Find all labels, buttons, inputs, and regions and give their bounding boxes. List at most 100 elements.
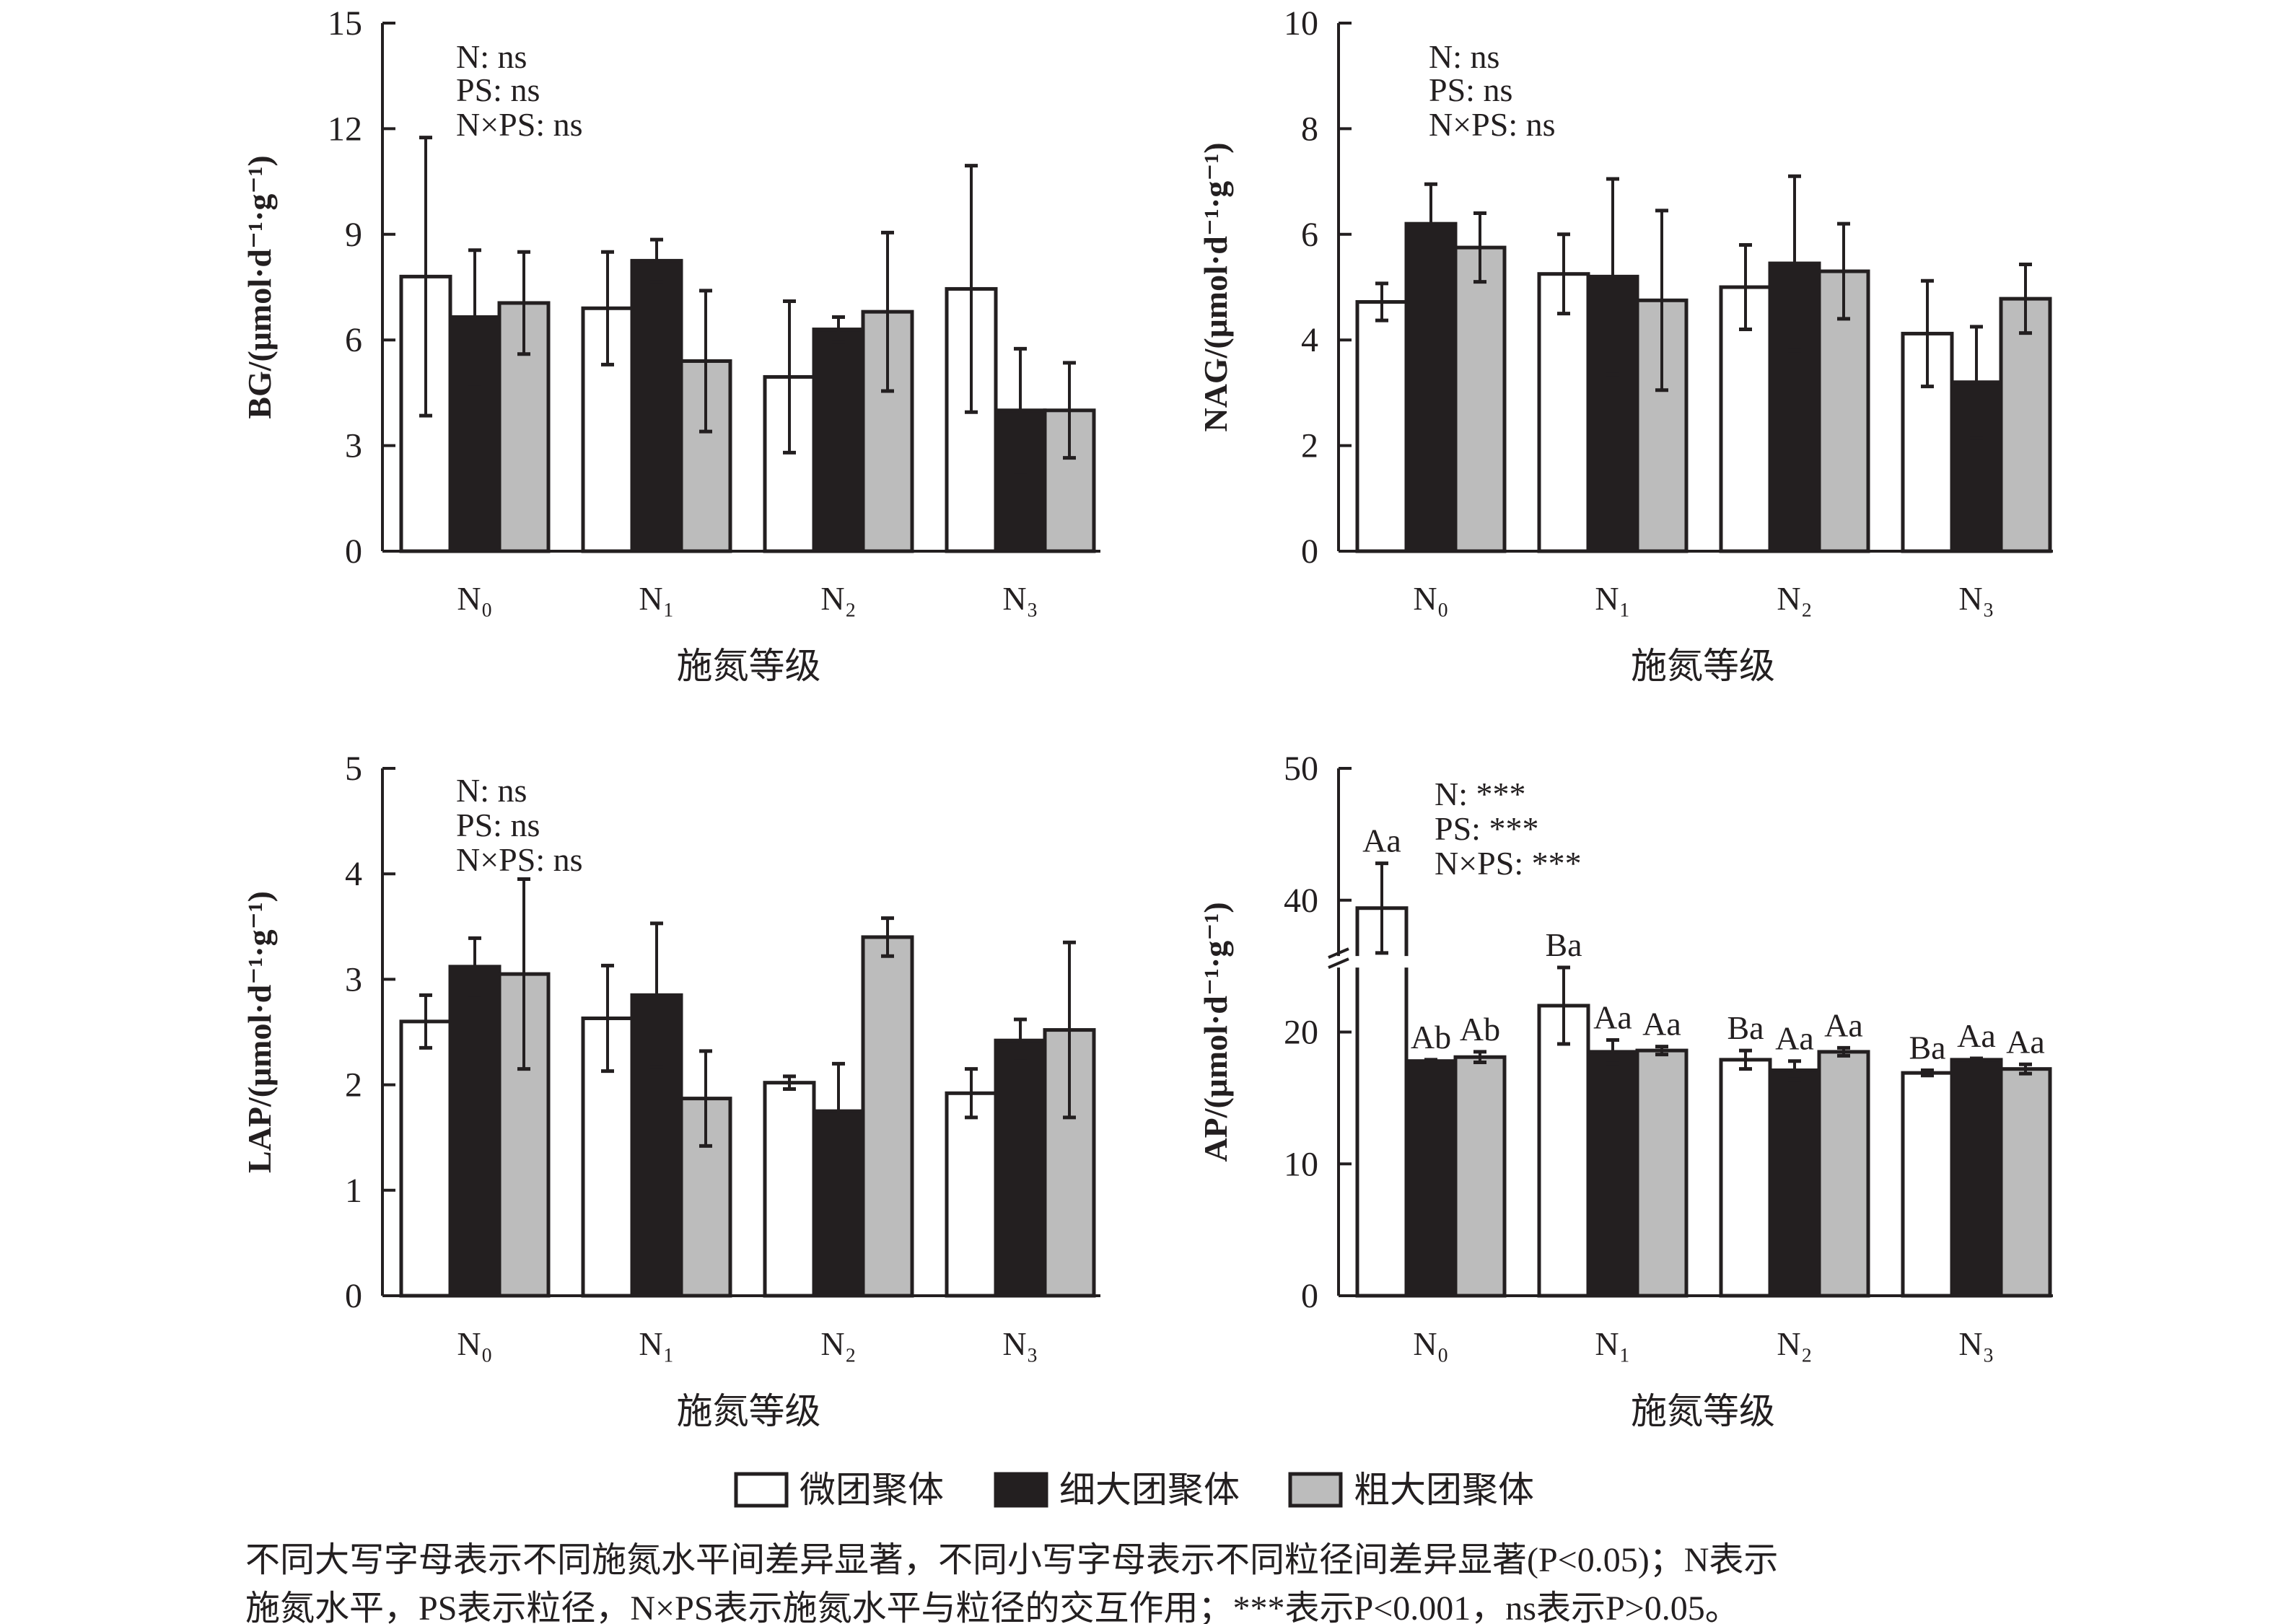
y-tick-label: 3	[345, 427, 362, 465]
significance-annotation: PS: ns	[456, 71, 540, 108]
x-tick-label: N₂	[1777, 580, 1812, 617]
y-tick-label: 0	[345, 1277, 362, 1315]
bar	[1999, 1067, 2052, 1298]
y-tick-label: 8	[1301, 110, 1318, 148]
bar	[399, 1019, 452, 1298]
significance-annotation: N: ***	[1435, 776, 1526, 812]
significance-annotation: N: ns	[1429, 38, 1499, 75]
bar	[1999, 297, 2052, 553]
x-tick-label: N₀	[457, 580, 492, 617]
y-tick-label: 12	[328, 110, 362, 148]
bar	[1537, 1004, 1590, 1298]
significance-annotation: N: ns	[456, 38, 527, 75]
x-tick-label: N₀	[1413, 1325, 1448, 1362]
significance-annotation: N×PS: ns	[456, 106, 583, 143]
y-tick-label: 10	[1284, 1145, 1318, 1183]
bar	[1768, 1068, 1821, 1298]
x-tick-label: N₂	[820, 580, 856, 617]
bar	[1404, 1059, 1458, 1298]
bar	[1901, 1071, 1954, 1298]
y-tick-label: 10	[1284, 4, 1318, 43]
y-tick-label: 0	[345, 532, 362, 571]
bar	[1950, 1058, 2003, 1298]
x-axis-label: 施氮等级	[677, 1391, 821, 1431]
bar	[679, 359, 732, 553]
y-axis-label: BG/(μmol·d⁻¹·g⁻¹)	[241, 155, 278, 418]
significance-annotation: N×PS: ***	[1435, 845, 1582, 882]
significance-letter: Aa	[1824, 1006, 1863, 1043]
axis-break-gap	[1324, 956, 1428, 968]
caption-line-2: 施氮水平，PS表示粒径，N×PS表示施氮水平与粒径的交互作用；***表示P<0.…	[245, 1589, 1740, 1624]
significance-annotation: N×PS: ns	[1429, 106, 1556, 143]
bar	[1537, 272, 1590, 553]
x-tick-label: N₁	[1595, 580, 1630, 617]
significance-letter: Ba	[1909, 1029, 1945, 1066]
bar	[497, 301, 551, 553]
bar	[1586, 1050, 1639, 1298]
y-tick-label: 50	[1284, 750, 1318, 788]
significance-annotation: PS: ns	[456, 807, 540, 843]
bar	[861, 935, 914, 1298]
bar	[945, 1091, 998, 1298]
y-tick-label: 0	[1301, 532, 1318, 571]
axis-break-mark	[1328, 957, 1349, 969]
x-tick-label: N₁	[1595, 1325, 1630, 1362]
significance-letter: Ab	[1411, 1019, 1451, 1055]
bar	[448, 965, 502, 1298]
x-axis-label: 施氮等级	[1631, 646, 1775, 686]
y-tick-label: 9	[345, 216, 362, 254]
bar	[1635, 1048, 1689, 1298]
bar	[1453, 1055, 1507, 1298]
bar	[994, 1038, 1047, 1298]
significance-letter: Aa	[1642, 1006, 1681, 1043]
bar	[1453, 245, 1507, 553]
significance-letter: Aa	[2006, 1023, 2045, 1060]
significance-letter: Ab	[1460, 1011, 1500, 1048]
bar	[763, 1081, 816, 1298]
significance-annotation: PS: ***	[1435, 810, 1538, 847]
significance-annotation: N: ns	[456, 772, 527, 809]
y-tick-label: 0	[1301, 1277, 1318, 1315]
x-tick-label: N₃	[1002, 1325, 1038, 1362]
bar	[1404, 221, 1458, 553]
legend-swatch-coarse	[1288, 1472, 1343, 1508]
y-axis-label: LAP/(μmol·d⁻¹·g⁻¹)	[241, 891, 278, 1173]
bar	[1719, 1058, 1772, 1298]
y-tick-label: 40	[1284, 882, 1318, 920]
legend-swatch-fine	[994, 1472, 1048, 1508]
bar	[1817, 1050, 1870, 1298]
bar	[812, 328, 865, 553]
x-tick-label: N₁	[639, 1325, 674, 1362]
significance-letter: Aa	[1957, 1017, 1996, 1054]
significance-letter: Aa	[1362, 822, 1401, 859]
legend: 微团聚体 细大团聚体 粗大团聚体	[734, 1470, 1534, 1510]
x-tick-label: N₂	[1777, 1325, 1812, 1362]
y-tick-label: 2	[345, 1066, 362, 1105]
legend-label-fine: 细大团聚体	[1059, 1470, 1240, 1510]
bar	[1355, 299, 1409, 553]
axis-break-mark	[1328, 947, 1349, 959]
legend-label-coarse: 粗大团聚体	[1354, 1470, 1534, 1510]
caption-line-1: 不同大写字母表示不同施氮水平间差异显著，不同小写字母表示不同粒径间差异显著(P<…	[245, 1541, 1778, 1579]
y-tick-label: 6	[1301, 216, 1318, 254]
y-tick-label: 20	[1284, 1014, 1318, 1052]
x-tick-label: N₃	[1958, 1325, 1994, 1362]
significance-letter: Aa	[1593, 998, 1632, 1035]
significance-annotation: PS: ns	[1429, 71, 1512, 108]
x-tick-label: N₀	[1413, 580, 1448, 617]
significance-annotation: N×PS: ns	[456, 841, 583, 878]
x-tick-label: N₃	[1002, 580, 1038, 617]
y-tick-label: 5	[345, 750, 362, 788]
significance-letter: Ba	[1727, 1009, 1764, 1046]
x-tick-label: N₂	[820, 1325, 856, 1362]
y-tick-label: 6	[345, 321, 362, 359]
legend-swatch-micro	[734, 1472, 789, 1508]
bar	[630, 258, 683, 553]
y-tick-label: 2	[1301, 427, 1318, 465]
y-tick-label: 4	[1301, 321, 1318, 359]
